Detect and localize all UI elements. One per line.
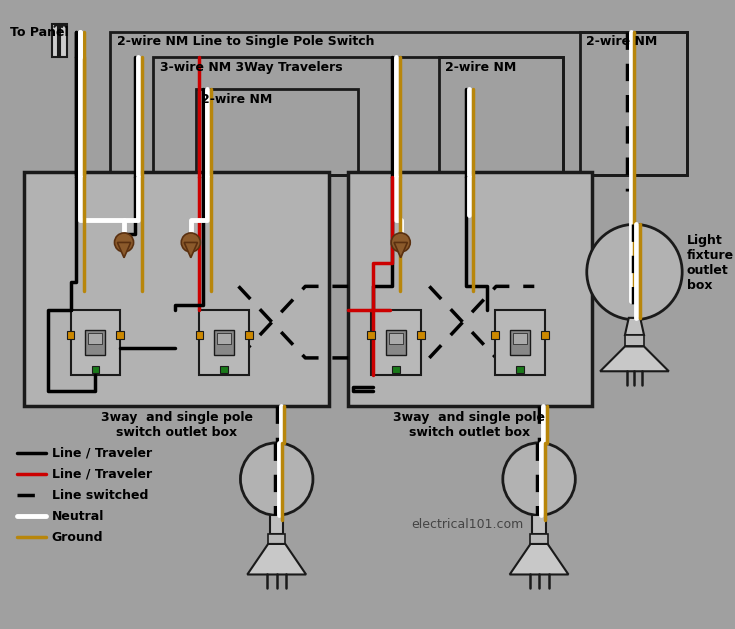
- Circle shape: [182, 233, 201, 252]
- Bar: [88, 333, 102, 344]
- Bar: [371, 310, 420, 375]
- Bar: [218, 333, 232, 344]
- Text: electrical101.com: electrical101.com: [412, 518, 523, 532]
- Text: 2-wire NM: 2-wire NM: [586, 35, 657, 48]
- Bar: [245, 331, 253, 338]
- Text: 3-wire NM 3Way Travelers: 3-wire NM 3Way Travelers: [160, 61, 343, 74]
- Circle shape: [115, 233, 134, 252]
- Text: 2-wire NM Line to Single Pole Switch: 2-wire NM Line to Single Pole Switch: [118, 35, 375, 48]
- Text: Light
fixture
outlet
box: Light fixture outlet box: [687, 233, 734, 291]
- Bar: [625, 335, 644, 347]
- Text: 3way  and single pole
switch outlet box: 3way and single pole switch outlet box: [393, 411, 545, 439]
- Bar: [71, 310, 121, 375]
- Polygon shape: [532, 515, 546, 535]
- Bar: [510, 330, 530, 355]
- Bar: [389, 333, 403, 344]
- Bar: [85, 330, 105, 355]
- Bar: [215, 330, 234, 355]
- Bar: [24, 172, 329, 406]
- Bar: [417, 331, 425, 338]
- Text: To Panel: To Panel: [10, 26, 68, 39]
- Text: 2-wire NM: 2-wire NM: [445, 61, 516, 74]
- Bar: [495, 310, 545, 375]
- Bar: [60, 24, 67, 57]
- Bar: [116, 331, 124, 338]
- Text: Neutral: Neutral: [51, 509, 104, 523]
- Bar: [492, 331, 499, 338]
- Bar: [386, 330, 406, 355]
- Circle shape: [503, 443, 576, 515]
- Text: Line switched: Line switched: [51, 489, 148, 502]
- Text: Line / Traveler: Line / Traveler: [51, 447, 151, 460]
- Bar: [392, 365, 400, 373]
- Bar: [199, 310, 249, 375]
- Bar: [531, 535, 548, 544]
- Polygon shape: [600, 347, 669, 371]
- Bar: [220, 365, 228, 373]
- Bar: [92, 365, 99, 373]
- Bar: [580, 31, 687, 175]
- Bar: [51, 24, 58, 57]
- Bar: [348, 172, 592, 406]
- Text: Line / Traveler: Line / Traveler: [51, 468, 151, 481]
- Bar: [67, 331, 74, 338]
- Circle shape: [240, 443, 313, 515]
- Bar: [513, 333, 527, 344]
- Polygon shape: [270, 515, 284, 535]
- Bar: [153, 57, 563, 175]
- Bar: [439, 57, 563, 175]
- Polygon shape: [184, 242, 198, 258]
- Bar: [541, 331, 548, 338]
- Bar: [516, 365, 524, 373]
- Bar: [196, 89, 358, 175]
- Polygon shape: [509, 544, 568, 574]
- Bar: [368, 331, 375, 338]
- Polygon shape: [625, 318, 644, 335]
- Bar: [196, 331, 203, 338]
- Bar: [268, 535, 285, 544]
- Polygon shape: [394, 242, 407, 258]
- Bar: [110, 31, 687, 175]
- Text: Ground: Ground: [51, 531, 103, 544]
- Circle shape: [587, 225, 682, 320]
- Text: 3way  and single pole
switch outlet box: 3way and single pole switch outlet box: [101, 411, 253, 439]
- Circle shape: [391, 233, 410, 252]
- Polygon shape: [247, 544, 306, 574]
- Text: 2-wire NM: 2-wire NM: [201, 92, 273, 106]
- Polygon shape: [118, 242, 131, 258]
